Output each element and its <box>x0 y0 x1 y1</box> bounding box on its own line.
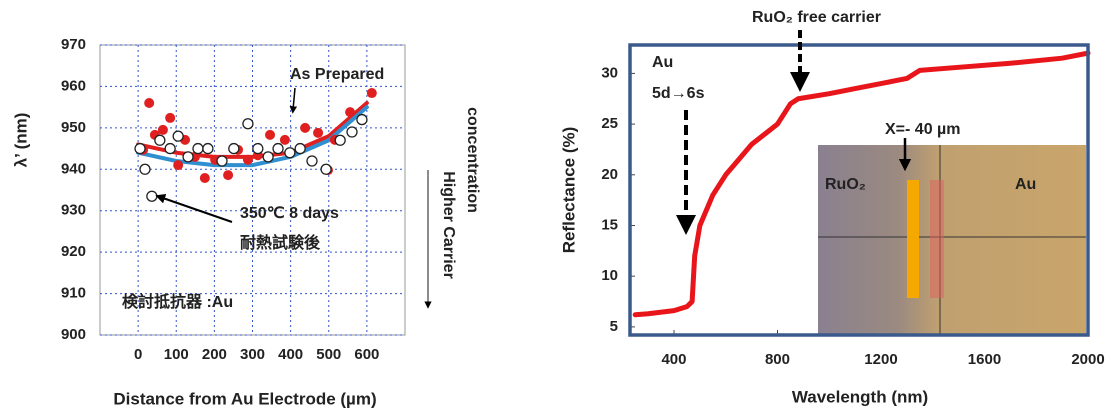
x-tick-label: 400 <box>278 346 303 363</box>
data-point <box>313 127 324 138</box>
data-point <box>134 142 146 155</box>
data-point <box>228 142 240 155</box>
data-point <box>182 151 194 163</box>
data-point <box>165 112 176 123</box>
data-point <box>223 170 234 181</box>
y-axis-title: Reflectance (%) <box>559 127 578 254</box>
annotation: Au <box>1015 176 1036 193</box>
annotation: 350℃ 8 days <box>240 205 339 222</box>
annotation: concentration <box>464 107 481 213</box>
data-point <box>272 142 284 155</box>
x-tick-label: 1600 <box>968 351 1001 368</box>
y-tick-label: 930 <box>61 202 86 219</box>
data-point <box>279 134 290 145</box>
annotation: Au <box>652 54 673 71</box>
x-tick-label: 200 <box>202 346 227 363</box>
inset-band <box>930 180 944 298</box>
x-axis-title: Distance from Au Electrode (µm) <box>113 389 376 408</box>
inset-marker <box>907 180 919 298</box>
annotation: RuO₂ <box>825 176 866 193</box>
data-point <box>265 129 276 140</box>
data-point <box>345 107 356 118</box>
right-chart: Reflectance (%) Wavelength (nm) 5 10 15 20 2… <box>559 9 1104 406</box>
x-tick-label: 300 <box>240 346 265 363</box>
data-point <box>154 134 166 146</box>
x-tick-label: 800 <box>765 351 790 368</box>
y-tick-label: 970 <box>61 36 86 53</box>
annotation: X=- 40 µm <box>885 121 960 138</box>
y-tick-label: 920 <box>61 243 86 260</box>
annotation: RuO₂ free carrier <box>752 9 881 26</box>
x-tick-label: 100 <box>164 346 189 363</box>
data-point <box>164 142 176 155</box>
y-tick-label: 15 <box>601 216 618 233</box>
plot-frame <box>628 43 1090 337</box>
data-point <box>346 126 358 138</box>
data-point <box>334 134 346 146</box>
data-point <box>172 130 184 142</box>
data-point <box>262 151 274 163</box>
y-tick-label: 950 <box>61 119 86 136</box>
left-chart: λ’ (nm) Distance from Au Electrode (µm) … <box>11 36 480 409</box>
arrow <box>155 193 233 223</box>
data-point <box>202 142 214 155</box>
data-point <box>192 142 204 155</box>
data-point <box>284 147 296 159</box>
y-tick-label: 910 <box>61 285 86 302</box>
y-axis-title: λ’ (nm) <box>11 113 30 168</box>
data-point <box>300 122 311 133</box>
data-point <box>356 113 368 126</box>
data-point <box>146 190 158 202</box>
data-point <box>242 118 254 130</box>
inset-photo <box>818 145 1086 335</box>
data-point <box>173 160 184 171</box>
annotation: 5d→6s <box>652 85 705 102</box>
data-line <box>632 50 1091 318</box>
y-tick-label: 25 <box>601 115 618 132</box>
y-tick-label: 5 <box>610 318 618 335</box>
annotation: As Prepared <box>290 66 384 83</box>
annotation: 検討抵抗器 :Au <box>122 292 233 311</box>
data-point <box>199 172 210 183</box>
x-tick-label: 400 <box>661 351 686 368</box>
y-tick-label: 960 <box>61 77 86 94</box>
annotation: 耐熱試験後 <box>240 233 321 252</box>
data-point <box>366 88 377 99</box>
y-tick-label: 10 <box>601 267 618 284</box>
data-point <box>157 124 168 135</box>
y-tick-label: 20 <box>601 166 618 183</box>
x-tick-label: 2000 <box>1071 351 1104 368</box>
data-point <box>294 142 306 155</box>
data-line <box>136 101 369 159</box>
x-tick-label: 500 <box>316 346 341 363</box>
data-point <box>242 154 253 165</box>
x-tick-label: 1200 <box>864 351 897 368</box>
y-tick-label: 30 <box>601 64 618 81</box>
y-tick-label: 900 <box>61 326 86 343</box>
data-point <box>144 98 155 108</box>
y-tick-label: 940 <box>61 160 86 177</box>
x-tick-label: 600 <box>354 346 379 363</box>
data-point <box>306 155 318 167</box>
x-axis-title: Wavelength (nm) <box>792 387 928 406</box>
data-point <box>252 142 264 155</box>
arrow <box>289 87 298 114</box>
data-point <box>320 163 332 175</box>
annotation: Higher Carrier <box>440 171 457 279</box>
data-point <box>139 163 151 175</box>
data-point <box>216 155 228 167</box>
x-tick-label: 0 <box>134 346 142 363</box>
